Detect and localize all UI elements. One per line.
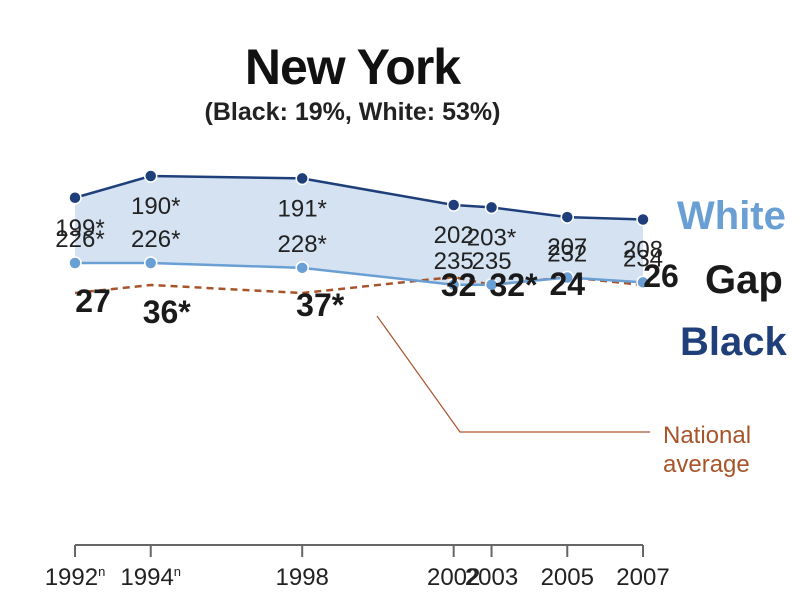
gap-value-label: 36* (143, 294, 192, 330)
national-average-leader (376, 315, 650, 433)
x-tick-label: 1994n (120, 564, 181, 591)
white-value-label: 226* (55, 226, 104, 253)
national-average-label-line1: National (663, 422, 751, 449)
white-point (636, 275, 650, 290)
gap-band (75, 176, 643, 285)
black-point (143, 169, 158, 183)
black-point (484, 200, 499, 215)
x-tick-label: 2005 (541, 564, 594, 591)
legend-white: White (677, 194, 786, 238)
white-point (295, 261, 309, 275)
white-value-label: 235 (472, 248, 512, 275)
chart-title: New York (244, 39, 461, 95)
white-point (143, 256, 158, 270)
white-point (484, 278, 499, 292)
black-point (295, 171, 309, 186)
x-tick-footnote: n (98, 564, 105, 579)
x-tick-label: 2002 (427, 564, 480, 591)
black-point (446, 198, 461, 212)
gap-value-label: 32* (490, 267, 539, 303)
black-value-label: 208 (623, 237, 663, 264)
x-tick-footnote: n (174, 564, 181, 579)
gap-value-label: 24 (549, 266, 585, 302)
white-value-label: 232 (547, 241, 587, 268)
x-tick-label: 2007 (616, 564, 669, 591)
x-tick-label: 1998 (276, 564, 329, 591)
legend-gap: Gap (705, 258, 783, 302)
black-point (560, 210, 575, 224)
white-point (68, 256, 82, 270)
x-tick-label: 2003 (465, 564, 518, 591)
black-value-label: 207 (547, 234, 587, 261)
white-value-label: 228* (278, 231, 327, 258)
black-value-label: 202 (434, 222, 474, 249)
gap-value-label: 32 (441, 267, 477, 303)
black-value-label: 191* (278, 195, 327, 222)
white-value-label: 234 (623, 245, 663, 272)
national-average-label-line2: average (663, 451, 750, 478)
black-point (68, 191, 82, 205)
black-value-label: 203* (467, 224, 516, 251)
chart-subtitle: (Black: 19%, White: 53%) (204, 98, 501, 126)
gap-value-label: 37* (296, 287, 345, 323)
white-value-label: 226* (131, 226, 180, 253)
white-point (560, 270, 575, 285)
black-value-label: 199* (55, 215, 104, 242)
gap-value-label: 26 (643, 258, 679, 294)
x-tick-label: 1992n (45, 564, 106, 591)
legend-black: Black (680, 320, 787, 364)
black-point (636, 212, 650, 227)
white-value-label: 235 (434, 248, 474, 275)
white-point (446, 278, 461, 292)
gap-value-label: 27 (75, 283, 111, 319)
black-value-label: 190* (131, 193, 180, 220)
